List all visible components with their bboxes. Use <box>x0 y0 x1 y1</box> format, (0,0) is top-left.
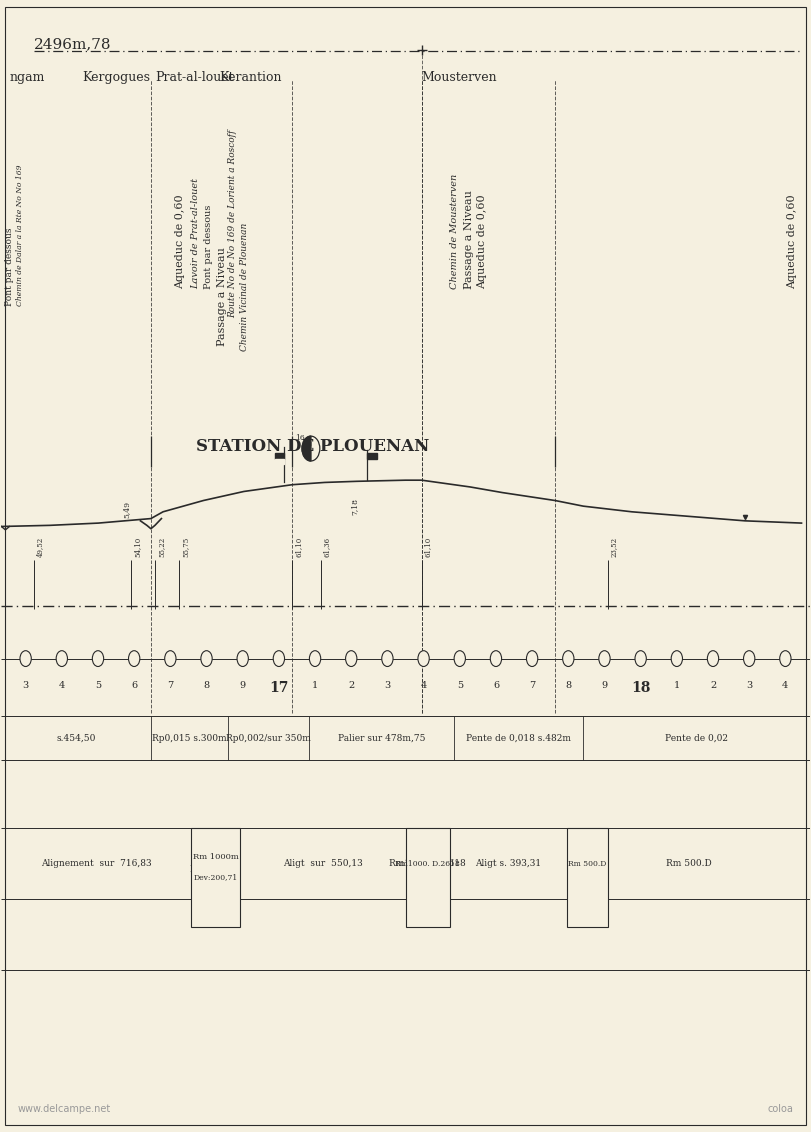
Text: 9: 9 <box>239 681 246 691</box>
Text: Pente de 0,018 s.482m: Pente de 0,018 s.482m <box>466 734 571 743</box>
Circle shape <box>165 651 176 667</box>
Text: Aligt  sur  550,13: Aligt sur 550,13 <box>283 859 363 868</box>
Text: Pont par dessous: Pont par dessous <box>204 205 213 290</box>
Text: STATION DE PLOUENAN: STATION DE PLOUENAN <box>196 438 429 455</box>
Bar <box>567 827 607 927</box>
Text: Alignement  sur  716,83: Alignement sur 716,83 <box>41 859 152 868</box>
Text: 9: 9 <box>602 681 607 691</box>
Text: 4: 4 <box>58 681 65 691</box>
Text: 3: 3 <box>23 681 28 691</box>
Circle shape <box>128 651 139 667</box>
Text: Lavoir de Prat-al-louet: Lavoir de Prat-al-louet <box>191 179 200 290</box>
Text: Chemin de Mousterven: Chemin de Mousterven <box>450 174 459 290</box>
Circle shape <box>382 651 393 667</box>
Circle shape <box>672 651 683 667</box>
Circle shape <box>563 651 574 667</box>
Text: www.delcampe.net: www.delcampe.net <box>18 1104 111 1114</box>
Text: 3: 3 <box>746 681 753 691</box>
Circle shape <box>92 651 104 667</box>
Text: Chemin Vicinal de Plouenan: Chemin Vicinal de Plouenan <box>240 223 249 351</box>
Text: Chemin de Dalar a la Rte No No 169: Chemin de Dalar a la Rte No No 169 <box>16 165 24 307</box>
Text: 55,22: 55,22 <box>157 537 165 557</box>
Text: coloa: coloa <box>767 1104 793 1114</box>
Text: ngam: ngam <box>10 71 45 85</box>
Circle shape <box>526 651 538 667</box>
Text: Rm1000. D.2618: Rm1000. D.2618 <box>389 859 466 868</box>
Text: Aqueduc de 0,60: Aqueduc de 0,60 <box>175 195 185 290</box>
Text: Rp0,002/sur 350m: Rp0,002/sur 350m <box>225 734 311 743</box>
Text: 4: 4 <box>420 681 427 691</box>
Text: Kergogues: Kergogues <box>82 71 150 85</box>
Circle shape <box>273 651 285 667</box>
Text: 8: 8 <box>565 681 572 691</box>
Circle shape <box>345 651 357 667</box>
Circle shape <box>201 651 212 667</box>
Text: Rm 500.D: Rm 500.D <box>666 859 711 868</box>
Text: 7: 7 <box>529 681 535 691</box>
Text: 5,49: 5,49 <box>122 500 131 517</box>
Text: 55,75: 55,75 <box>182 537 190 557</box>
Text: Kerantion: Kerantion <box>220 71 282 85</box>
Text: Rm 1000m
Dev:200,71: Rm 1000m Dev:200,71 <box>190 854 242 873</box>
Text: 4: 4 <box>783 681 788 691</box>
Text: 54,10: 54,10 <box>133 537 141 557</box>
Text: 3: 3 <box>384 681 391 691</box>
Text: Route No de No 169 de Lorient a Roscoff: Route No de No 169 de Lorient a Roscoff <box>228 129 237 318</box>
Polygon shape <box>275 453 285 458</box>
Bar <box>406 827 450 927</box>
Text: 6: 6 <box>493 681 499 691</box>
Wedge shape <box>302 436 311 461</box>
Circle shape <box>491 651 501 667</box>
Text: 23,52: 23,52 <box>610 537 618 557</box>
Text: 7: 7 <box>167 681 174 691</box>
Circle shape <box>744 651 755 667</box>
Text: s.454,50: s.454,50 <box>57 734 96 743</box>
Circle shape <box>418 651 429 667</box>
Polygon shape <box>367 453 377 458</box>
Text: Aligt s. 393,31: Aligt s. 393,31 <box>475 859 542 868</box>
Text: 2: 2 <box>348 681 354 691</box>
Text: 8: 8 <box>204 681 209 691</box>
Bar <box>191 827 240 927</box>
Circle shape <box>635 651 646 667</box>
Text: Rm 1000m: Rm 1000m <box>193 852 238 860</box>
Text: 2496m,78: 2496m,78 <box>34 37 111 52</box>
Circle shape <box>237 651 248 667</box>
Text: 18: 18 <box>631 681 650 695</box>
Text: Rm 500.D: Rm 500.D <box>569 859 607 867</box>
Text: Pont par dessous: Pont par dessous <box>6 228 15 307</box>
Text: 5: 5 <box>95 681 101 691</box>
Circle shape <box>56 651 67 667</box>
Text: Mousterven: Mousterven <box>422 71 497 85</box>
Text: Palier sur 478m,75: Palier sur 478m,75 <box>337 734 425 743</box>
Text: 1: 1 <box>312 681 318 691</box>
Text: 61,10: 61,10 <box>294 537 303 557</box>
Text: 2: 2 <box>710 681 716 691</box>
Circle shape <box>599 651 610 667</box>
Text: Dev:200,71: Dev:200,71 <box>194 873 238 881</box>
Text: 6: 6 <box>131 681 137 691</box>
Circle shape <box>454 651 466 667</box>
Polygon shape <box>275 458 285 464</box>
Text: 61,36: 61,36 <box>323 537 331 557</box>
Text: Rm1000. D.2618: Rm1000. D.2618 <box>395 859 460 867</box>
Text: 16: 16 <box>295 434 305 441</box>
Text: 61,10: 61,10 <box>424 537 432 557</box>
Circle shape <box>20 651 32 667</box>
Text: 1: 1 <box>674 681 680 691</box>
Circle shape <box>779 651 791 667</box>
Text: Passage a Niveau: Passage a Niveau <box>464 190 474 290</box>
Circle shape <box>310 651 320 667</box>
Text: 17: 17 <box>269 681 289 695</box>
Text: 5: 5 <box>457 681 463 691</box>
Text: Aqueduc de 0,60: Aqueduc de 0,60 <box>477 195 487 290</box>
Circle shape <box>707 651 719 667</box>
Text: Rp0,015 s.300m: Rp0,015 s.300m <box>152 734 226 743</box>
Text: 49,52: 49,52 <box>36 537 44 557</box>
Text: Passage a Niveau: Passage a Niveau <box>217 247 227 345</box>
Text: Aqueduc de 0,60: Aqueduc de 0,60 <box>787 195 797 290</box>
Text: 7,18: 7,18 <box>350 498 358 515</box>
Text: Prat-al-louet: Prat-al-louet <box>155 71 234 85</box>
Text: Pente de 0,02: Pente de 0,02 <box>665 734 728 743</box>
